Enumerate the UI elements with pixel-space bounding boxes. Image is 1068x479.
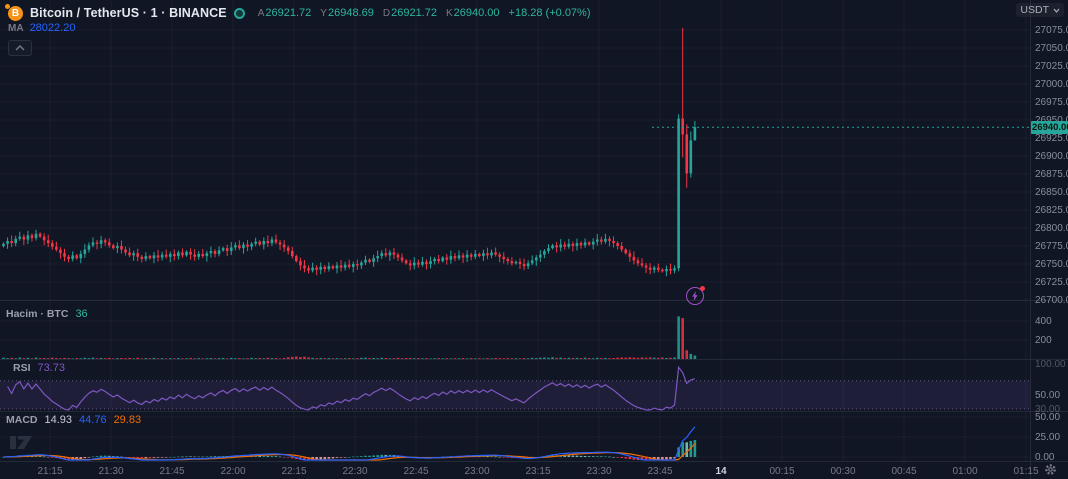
chevron-up-icon	[15, 45, 25, 51]
high-value: 26948.69	[327, 7, 374, 19]
ma-value: 28022.20	[29, 22, 76, 34]
ma-label: MA	[8, 22, 24, 34]
price-tick-label: 27050.00	[1035, 43, 1068, 54]
currency-selector[interactable]: USDT	[1016, 3, 1064, 17]
flash-event-badge[interactable]	[686, 286, 705, 305]
rsi-legend[interactable]: RSI 73.73	[6, 362, 65, 374]
time-axis[interactable]: 21:15 21:30 21:45 22:00 22:15 22:30 22:45 23:00…	[0, 462, 1068, 479]
price-tick-label: 0.00	[1035, 452, 1055, 463]
time-tick-label: 21:45	[159, 466, 184, 477]
price-tick-label: 26775.00	[1035, 241, 1068, 252]
close-label: K	[445, 8, 453, 19]
main-pane[interactable]	[0, 0, 1030, 300]
price-tick-label: 25.00	[1035, 432, 1060, 443]
time-tick-label: 00:45	[891, 466, 916, 477]
price-tick-label: 27075.00	[1035, 25, 1068, 36]
time-tick-label: 23:45	[647, 466, 672, 477]
volume-label: Hacim · BTC	[6, 308, 69, 320]
price-tick-label: 30.00	[1035, 404, 1060, 415]
time-day-marker: 14	[715, 466, 727, 477]
price-tick-label: 27025.00	[1035, 61, 1068, 72]
time-tick-label: 00:15	[769, 466, 794, 477]
price-tick-label: 26900.00	[1035, 151, 1068, 162]
rsi-line	[7, 365, 696, 411]
macd-pane[interactable]	[0, 412, 1030, 462]
price-tick-label: 26875.00	[1035, 169, 1068, 180]
rsi-title: RSI	[13, 362, 31, 374]
axis-settings-gear-icon[interactable]	[1044, 463, 1057, 479]
price-tick-label: 26825.00	[1035, 205, 1068, 216]
time-tick-label: 21:15	[37, 466, 62, 477]
time-tick-label: 22:45	[403, 466, 428, 477]
lightning-icon	[692, 291, 698, 301]
price-tick-label: 26750.00	[1035, 259, 1068, 270]
price-tick-label: 26950.00	[1035, 115, 1068, 126]
badge-ring	[686, 287, 704, 305]
low-label: D	[382, 8, 391, 19]
price-tick-label: 27000.00	[1035, 79, 1068, 90]
tradingview-watermark-icon	[9, 432, 43, 457]
macd-hist-value: 14.93	[44, 414, 73, 426]
price-tick-label: 26975.00	[1035, 97, 1068, 108]
price-tick-label: 26725.00	[1035, 277, 1068, 288]
notification-dot	[700, 286, 705, 291]
price-tick-label: 26700.00	[1035, 295, 1068, 306]
volume-series	[2, 316, 697, 359]
time-tick-label: 23:30	[586, 466, 611, 477]
change-value: +18.28 (+0.07%)	[508, 7, 591, 19]
open-label: A	[257, 8, 265, 19]
time-tick-label: 22:00	[220, 466, 245, 477]
time-tick-label: 23:00	[464, 466, 489, 477]
open-value: 26921.72	[265, 7, 312, 19]
rsi-value: 73.73	[37, 362, 66, 374]
volume-pane[interactable]	[0, 300, 1030, 360]
time-tick-label: 21:30	[98, 466, 123, 477]
time-tick-label: 22:30	[342, 466, 367, 477]
price-tick-label: 400	[1035, 316, 1052, 327]
chevron-down-icon	[1053, 8, 1060, 13]
macd-series	[2, 426, 697, 461]
price-tick-label: 26925.00	[1035, 133, 1068, 144]
currency-label: USDT	[1020, 4, 1049, 16]
time-tick-label: 22:15	[281, 466, 306, 477]
volume-value: 36	[75, 308, 88, 320]
current-price-label: 26940.00	[1031, 121, 1068, 134]
high-label: Y	[320, 8, 327, 19]
price-axis[interactable]: 27075.00 27050.00 27025.00 27000.00 26975.00…	[1035, 25, 1068, 463]
price-tick-label: 200	[1035, 335, 1052, 346]
volume-legend[interactable]: Hacim · BTC 36	[6, 308, 88, 320]
price-tick-label: 26800.00	[1035, 223, 1068, 234]
price-tick-label: 100.00	[1035, 359, 1066, 370]
price-tick-label: 50.00	[1035, 412, 1060, 423]
time-tick-label: 01:00	[952, 466, 977, 477]
macd-legend[interactable]: MACD 14.93 44.76 29.83	[6, 414, 141, 426]
symbol-title[interactable]: Bitcoin / TetherUS · 1 · BINANCE	[30, 6, 227, 20]
price-tick-label: 50.00	[1035, 390, 1060, 401]
time-tick-label: 00:30	[830, 466, 855, 477]
rsi-band	[0, 380, 1030, 410]
live-status-icon	[233, 7, 245, 19]
ma-indicator-legend[interactable]: MA 28022.20	[8, 22, 75, 34]
low-value: 26921.72	[391, 7, 437, 19]
time-tick-label: 01:15	[1013, 466, 1038, 477]
main-legend: B Bitcoin / TetherUS · 1 · BINANCE A2692…	[5, 3, 591, 22]
macd-line-value: 44.76	[79, 414, 107, 426]
macd-title: MACD	[6, 414, 38, 426]
legend-collapse-button[interactable]	[8, 40, 32, 56]
bitcoin-logo-icon: B	[5, 3, 23, 21]
ohlc-readout: A26921.72 Y26948.69 D26921.72 K26940.00 …	[258, 7, 591, 19]
candle-series	[2, 27, 697, 277]
time-tick-label: 23:15	[525, 466, 550, 477]
macd-signal-value: 29.83	[113, 414, 142, 426]
grid	[0, 0, 1030, 461]
price-tick-label: 26850.00	[1035, 187, 1068, 198]
close-value: 26940.00	[453, 7, 500, 19]
